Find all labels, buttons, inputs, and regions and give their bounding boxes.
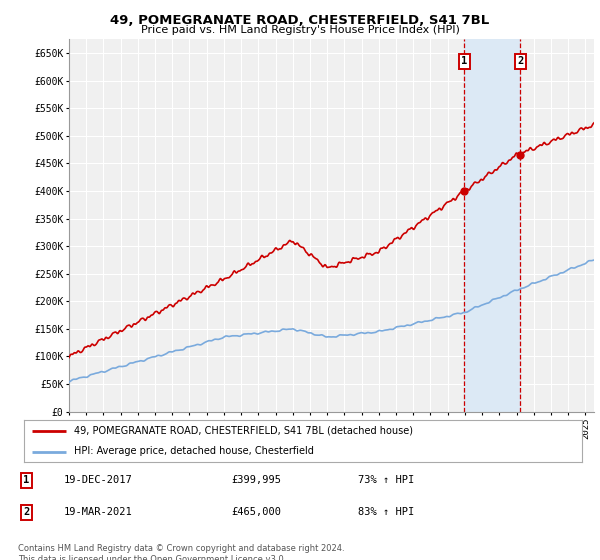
- Text: 2: 2: [23, 507, 29, 517]
- Bar: [464, 39, 520, 412]
- Text: 1: 1: [461, 56, 467, 66]
- Text: 83% ↑ HPI: 83% ↑ HPI: [358, 507, 414, 517]
- Text: Contains HM Land Registry data © Crown copyright and database right 2024.
This d: Contains HM Land Registry data © Crown c…: [18, 544, 344, 560]
- Text: 19-DEC-2017: 19-DEC-2017: [64, 475, 133, 485]
- Text: 49, POMEGRANATE ROAD, CHESTERFIELD, S41 7BL (detached house): 49, POMEGRANATE ROAD, CHESTERFIELD, S41 …: [74, 426, 413, 436]
- Text: Price paid vs. HM Land Registry's House Price Index (HPI): Price paid vs. HM Land Registry's House …: [140, 25, 460, 35]
- Text: £399,995: £399,995: [231, 475, 281, 485]
- Text: 1: 1: [23, 475, 29, 485]
- Text: HPI: Average price, detached house, Chesterfield: HPI: Average price, detached house, Ches…: [74, 446, 314, 456]
- Text: £465,000: £465,000: [231, 507, 281, 517]
- Text: 73% ↑ HPI: 73% ↑ HPI: [358, 475, 414, 485]
- Text: 2: 2: [517, 56, 523, 66]
- Text: 19-MAR-2021: 19-MAR-2021: [64, 507, 133, 517]
- Text: 49, POMEGRANATE ROAD, CHESTERFIELD, S41 7BL: 49, POMEGRANATE ROAD, CHESTERFIELD, S41 …: [110, 14, 490, 27]
